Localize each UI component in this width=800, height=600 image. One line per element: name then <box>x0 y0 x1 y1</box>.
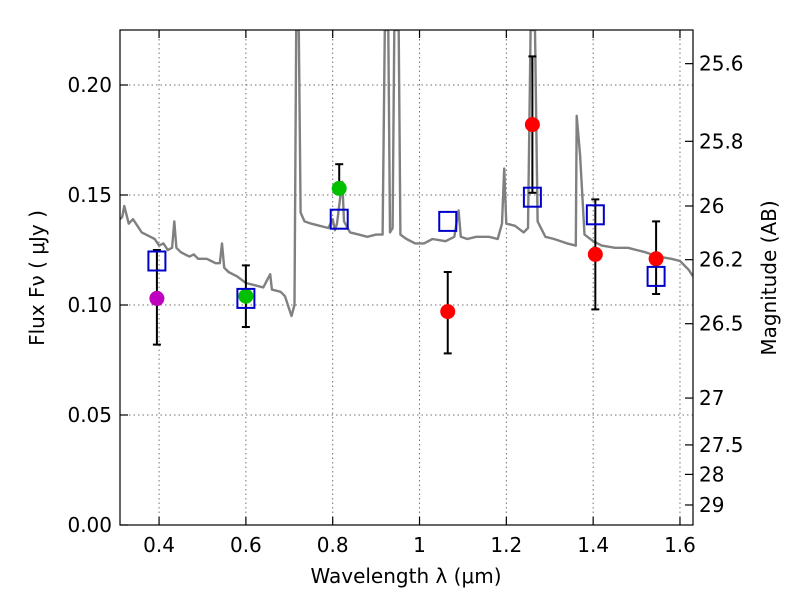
x-tick-label: 0.4 <box>143 533 175 557</box>
model-photometry-box <box>329 208 349 230</box>
data-point <box>149 290 165 306</box>
y-axis-label: Flux Fν ( μJy ) <box>25 210 49 346</box>
right-tick-label: 25.8 <box>699 129 744 153</box>
x-tick-label: 0.6 <box>230 533 262 557</box>
y-tick-label: 0.20 <box>67 73 112 97</box>
right-tick-label: 26 <box>699 194 724 218</box>
right-tick-label: 27 <box>699 386 724 410</box>
data-point <box>440 304 456 320</box>
right-tick-label: 25.6 <box>699 52 744 76</box>
right-tick-label: 26.5 <box>699 312 744 336</box>
plot-frame <box>119 29 694 526</box>
right-tick-label: 26.2 <box>699 248 744 272</box>
model-spectrum <box>120 30 693 318</box>
x-tick-label: 1.4 <box>577 533 609 557</box>
model-photometry-box <box>147 250 167 272</box>
y-tick-label: 0.15 <box>67 183 112 207</box>
x-tick-label: 1 <box>413 533 426 557</box>
data-markers <box>147 117 666 320</box>
data-point <box>238 288 254 304</box>
model-photometry-box <box>646 265 666 287</box>
model-photometry-box <box>585 204 605 226</box>
grid <box>120 30 693 526</box>
x-axis-label: Wavelength λ (μm) <box>310 564 501 588</box>
x-axis-ticks: 0.4 0.6 0.8 1 1.2 1.4 1.6 <box>143 30 696 557</box>
model-photometry-box <box>438 210 458 232</box>
model-photometry-box <box>236 287 256 309</box>
spectrum-line <box>120 30 693 318</box>
model-photometry-box <box>522 186 542 208</box>
right-tick-label: 28 <box>699 462 724 486</box>
x-tick-label: 1.2 <box>490 533 522 557</box>
y-tick-label: 0.10 <box>67 293 112 317</box>
right-tick-label: 29 <box>699 493 724 517</box>
x-tick-label: 0.8 <box>317 533 349 557</box>
y-tick-label: 0.00 <box>67 513 112 537</box>
right-axis-ticks: 25.6 25.8 26 26.2 26.5 27 27.5 28 29 <box>685 52 744 517</box>
right-axis-label: Magnitude (AB) <box>757 200 781 355</box>
data-point <box>648 251 664 267</box>
data-point <box>331 180 347 196</box>
right-tick-label: 27.5 <box>699 433 744 457</box>
x-tick-label: 1.6 <box>664 533 696 557</box>
data-point <box>524 117 540 133</box>
data-point <box>587 246 603 262</box>
y-tick-label: 0.05 <box>67 403 112 427</box>
y-axis-ticks: 0.00 0.05 0.10 0.15 0.20 <box>67 73 128 537</box>
